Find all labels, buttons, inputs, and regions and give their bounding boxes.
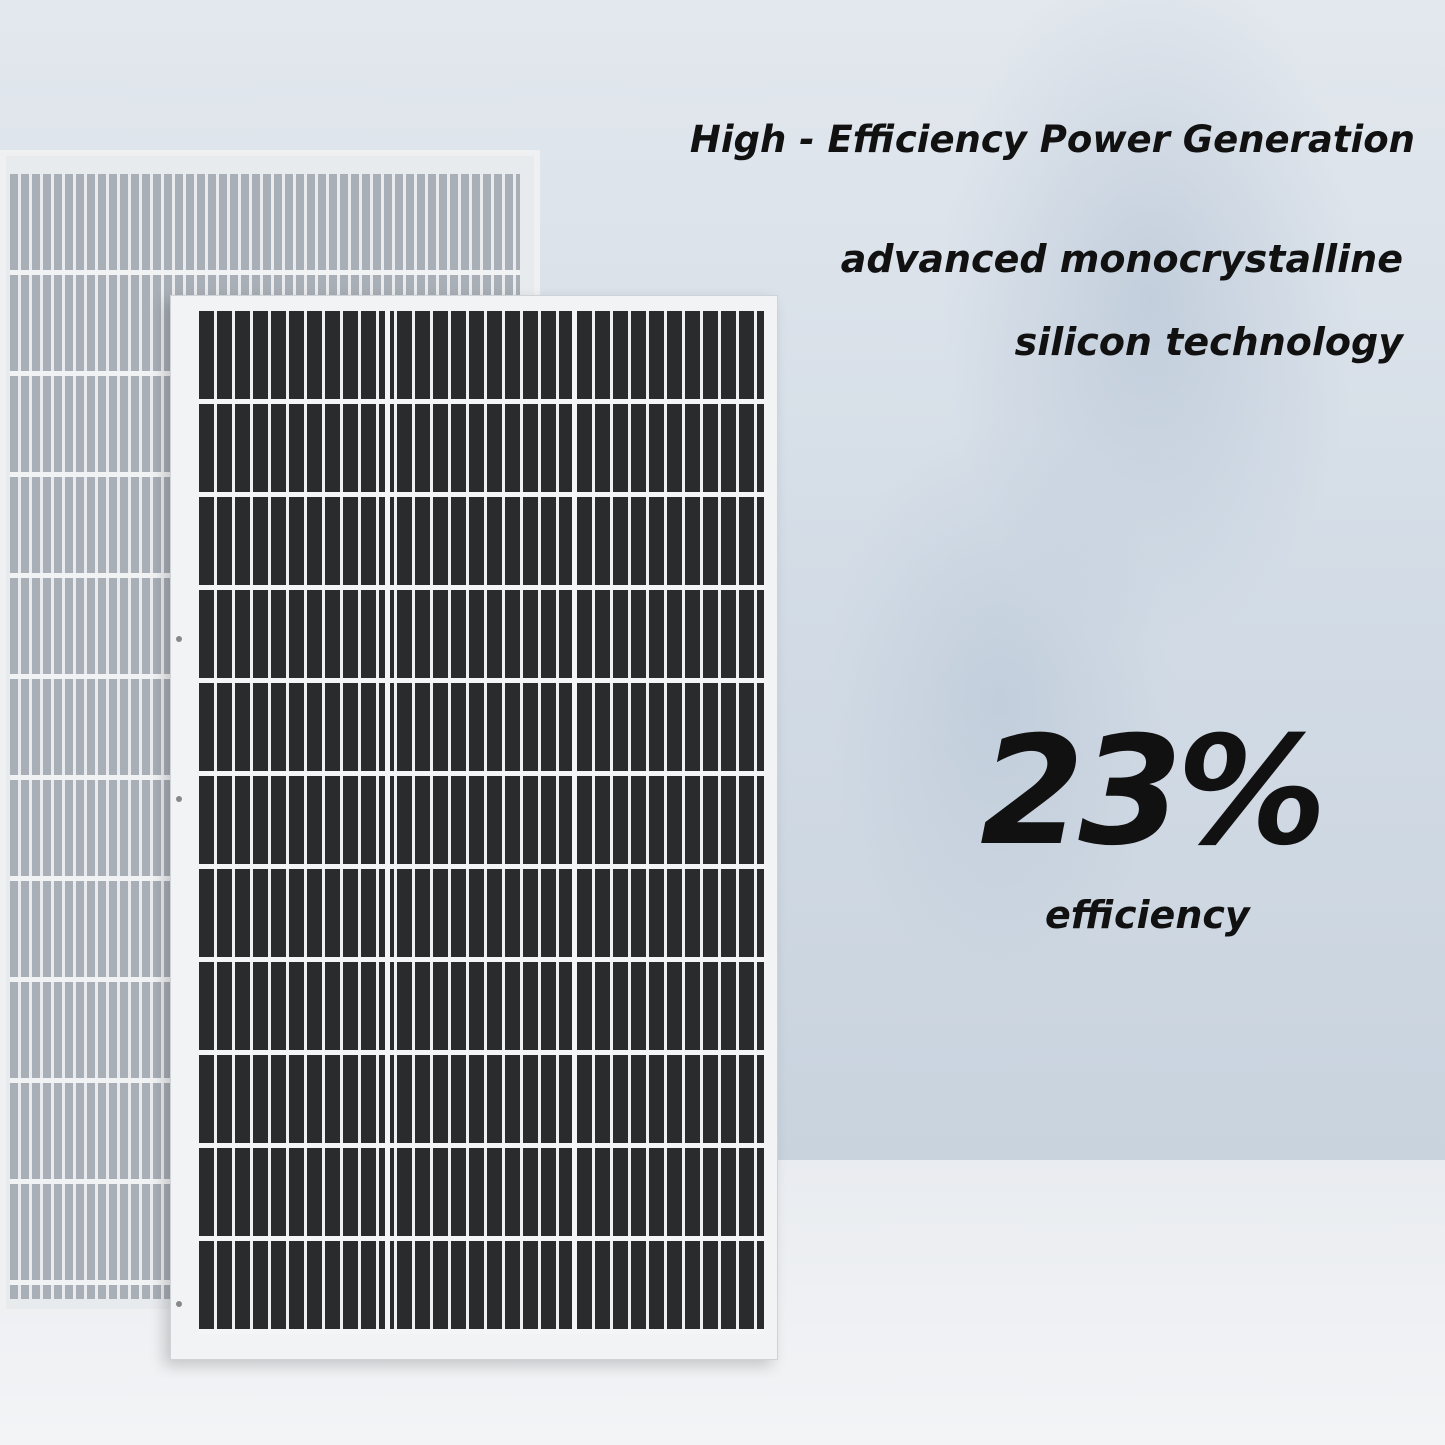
mounting-hole (176, 796, 182, 802)
front-panel-cells (199, 311, 764, 1334)
front-solar-panel (170, 295, 778, 1360)
mounting-hole (176, 636, 182, 642)
mounting-hole (176, 1301, 182, 1307)
subtitle-line-2: silicon technology (1014, 320, 1403, 364)
headline: High - Efficiency Power Generation (689, 118, 1415, 161)
subtitle-line-1: advanced monocrystalline (840, 237, 1403, 281)
efficiency-label: efficiency (1045, 893, 1250, 937)
efficiency-value: 23% (980, 705, 1327, 879)
